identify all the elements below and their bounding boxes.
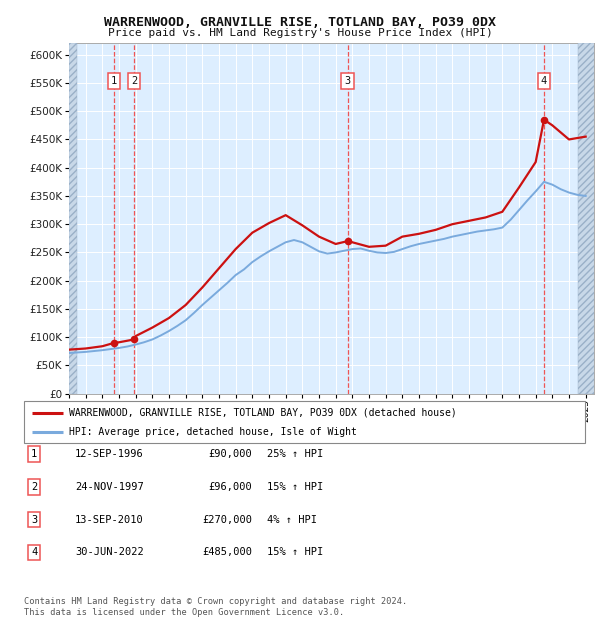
Text: 15% ↑ HPI: 15% ↑ HPI: [267, 482, 323, 492]
Text: 4% ↑ HPI: 4% ↑ HPI: [267, 515, 317, 525]
Text: 3: 3: [31, 515, 37, 525]
Text: 2: 2: [131, 76, 137, 86]
Bar: [578, 43, 600, 394]
Text: £90,000: £90,000: [208, 449, 252, 459]
Bar: [69, 43, 77, 394]
Text: £485,000: £485,000: [202, 547, 252, 557]
Text: 1: 1: [111, 76, 117, 86]
Text: 13-SEP-2010: 13-SEP-2010: [75, 515, 144, 525]
Text: 1: 1: [31, 449, 37, 459]
Text: WARRENWOOD, GRANVILLE RISE, TOTLAND BAY, PO39 0DX: WARRENWOOD, GRANVILLE RISE, TOTLAND BAY,…: [104, 16, 496, 29]
Text: Price paid vs. HM Land Registry's House Price Index (HPI): Price paid vs. HM Land Registry's House …: [107, 28, 493, 38]
FancyBboxPatch shape: [24, 401, 585, 443]
Text: £96,000: £96,000: [208, 482, 252, 492]
Text: £270,000: £270,000: [202, 515, 252, 525]
Text: 30-JUN-2022: 30-JUN-2022: [75, 547, 144, 557]
Text: 25% ↑ HPI: 25% ↑ HPI: [267, 449, 323, 459]
Text: HPI: Average price, detached house, Isle of Wight: HPI: Average price, detached house, Isle…: [69, 427, 357, 437]
Text: 4: 4: [541, 76, 547, 86]
Text: 12-SEP-1996: 12-SEP-1996: [75, 449, 144, 459]
Text: 24-NOV-1997: 24-NOV-1997: [75, 482, 144, 492]
Text: 2: 2: [31, 482, 37, 492]
Text: 3: 3: [344, 76, 350, 86]
Text: 15% ↑ HPI: 15% ↑ HPI: [267, 547, 323, 557]
Text: 4: 4: [31, 547, 37, 557]
Text: Contains HM Land Registry data © Crown copyright and database right 2024.
This d: Contains HM Land Registry data © Crown c…: [24, 598, 407, 617]
Text: WARRENWOOD, GRANVILLE RISE, TOTLAND BAY, PO39 0DX (detached house): WARRENWOOD, GRANVILLE RISE, TOTLAND BAY,…: [69, 407, 457, 417]
